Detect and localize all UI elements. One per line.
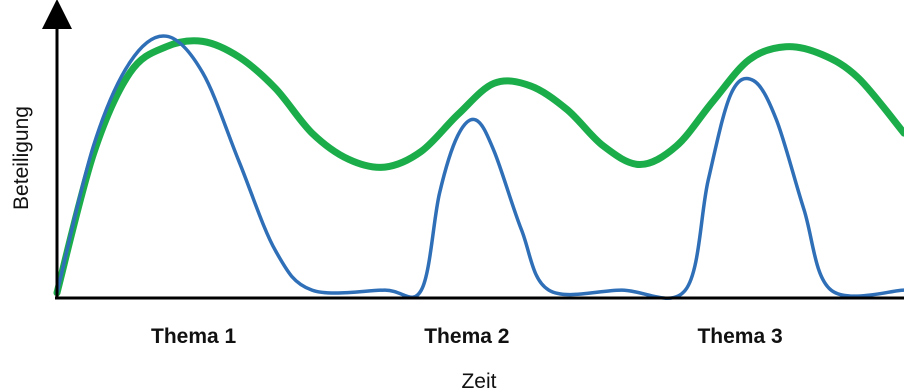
series-layer [53, 34, 904, 301]
x-axis-label: Zeit [461, 370, 496, 392]
y-axis-label: Beteiligung [10, 106, 33, 210]
series-line-1 [53, 37, 904, 297]
series-line-2 [55, 34, 904, 301]
x-tick-label-2: Thema 2 [424, 325, 509, 348]
x-tick-label-1: Thema 1 [151, 325, 237, 348]
tick-layer: Thema 1 Thema 2 Thema 3 [151, 325, 783, 348]
x-tick-label-3: Thema 3 [697, 325, 782, 348]
